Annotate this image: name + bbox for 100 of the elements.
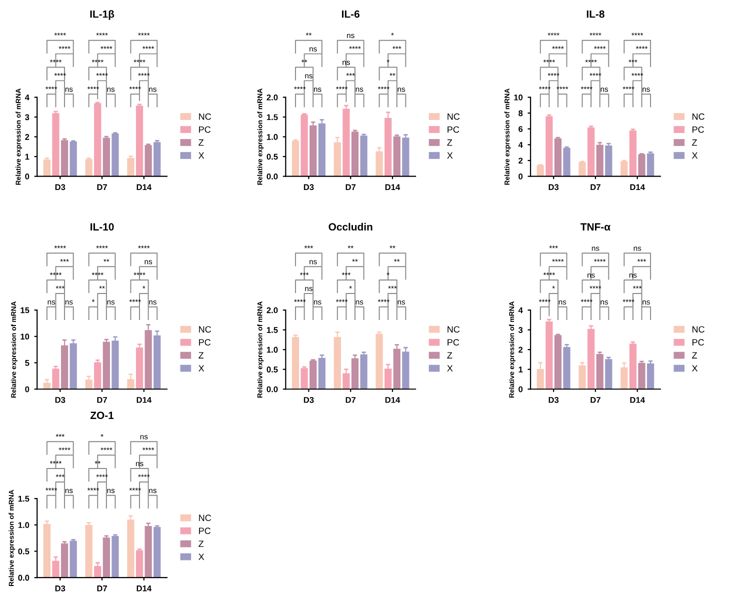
bar — [94, 362, 102, 390]
bar — [342, 108, 350, 176]
y-tick-label: 1.0 — [266, 346, 278, 353]
legend-label: Z — [447, 352, 452, 358]
legend-label: X — [198, 554, 204, 560]
bar — [546, 116, 553, 176]
legend-label: X — [198, 365, 204, 372]
y-tick-label: 1.5 — [266, 114, 278, 120]
bar — [70, 540, 77, 578]
legend-label: Z — [447, 139, 452, 146]
bar — [646, 363, 654, 390]
y-tick-label: 0 — [25, 386, 30, 392]
bar — [94, 103, 102, 176]
bar — [605, 359, 612, 390]
bar — [351, 132, 359, 176]
bar — [43, 160, 51, 176]
bar — [144, 526, 152, 578]
legend-label: Z — [198, 352, 204, 358]
bar — [136, 106, 144, 176]
bar — [587, 127, 595, 176]
x-tick-label: D14 — [136, 586, 152, 592]
y-tick-label: 0 — [518, 386, 523, 392]
bar — [43, 524, 51, 578]
chart-title: TNF-α — [580, 223, 610, 231]
x-tick-label: D14 — [136, 184, 152, 190]
y-tick-label: 1 — [25, 154, 30, 160]
x-tick-label: D3 — [304, 184, 314, 190]
bar — [393, 136, 400, 176]
legend-label: PC — [692, 126, 704, 133]
legend-label: X — [692, 152, 698, 159]
legend-label: X — [692, 365, 698, 372]
y-tick-label: 4 — [24, 94, 30, 100]
bar — [629, 130, 637, 176]
bar — [300, 368, 308, 390]
x-tick-label: D7 — [97, 586, 107, 592]
bar — [292, 140, 300, 176]
bar — [393, 348, 400, 390]
x-tick-label: D14 — [385, 184, 400, 190]
x-tick-label: D7 — [97, 184, 107, 190]
bar — [52, 368, 60, 390]
y-tick-label: 2 — [518, 346, 523, 353]
y-tick-label: 1.5 — [18, 496, 30, 502]
x-tick-label: D7 — [590, 184, 600, 190]
y-tick-label: 0 — [25, 174, 30, 180]
legend-label: PC — [199, 339, 211, 346]
bar — [620, 161, 628, 176]
legend-label: PC — [448, 339, 460, 346]
bar — [310, 125, 317, 176]
bar — [70, 142, 77, 176]
y-tick-label: 4 — [518, 142, 523, 148]
y-tick-label: 0 — [518, 174, 523, 180]
bar — [154, 142, 161, 176]
bar — [318, 123, 326, 176]
bar — [52, 560, 60, 578]
y-tick-label: 0.5 — [18, 548, 30, 554]
bar — [596, 354, 604, 390]
legend-label: Z — [198, 540, 204, 547]
bar — [638, 154, 646, 176]
x-tick-label: D14 — [136, 397, 152, 403]
chart-title: IL-10 — [90, 223, 114, 231]
bar — [102, 342, 110, 390]
legend-label: NC — [199, 113, 212, 120]
x-tick-label: D3 — [55, 585, 66, 592]
bar — [310, 360, 317, 390]
x-tick-label: D7 — [346, 397, 356, 403]
bar — [578, 162, 586, 176]
legend-label: NC — [199, 326, 212, 333]
chart-title: ZO-1 — [90, 412, 114, 420]
y-tick-label: 2 — [25, 134, 30, 140]
legend-label: NC — [199, 514, 212, 522]
y-tick-label: 6 — [518, 126, 523, 132]
bar — [342, 373, 350, 390]
bar — [127, 158, 134, 176]
x-tick-label: D3 — [304, 396, 314, 403]
legend-label: Z — [692, 352, 697, 358]
legend-label: PC — [199, 126, 211, 133]
y-tick-label: 10 — [514, 94, 523, 100]
legend-label: NC — [448, 326, 460, 333]
y-tick-label: 0.5 — [266, 366, 278, 372]
bar — [60, 543, 68, 578]
y-tick-label: 8 — [518, 110, 523, 116]
chart-title: IL-1β — [90, 10, 114, 20]
y-tick-label: 10 — [20, 334, 30, 340]
bar — [384, 368, 392, 390]
bar — [620, 367, 628, 390]
x-tick-label: D7 — [97, 397, 107, 403]
x-tick-label: D14 — [630, 397, 645, 403]
legend-label: X — [198, 152, 204, 159]
bar — [136, 550, 144, 578]
y-tick-label: 5 — [25, 360, 30, 366]
bar — [563, 347, 570, 390]
bar — [563, 148, 570, 176]
bar — [154, 527, 161, 578]
bar — [85, 159, 92, 176]
y-tick-label: 0.0 — [266, 386, 278, 392]
bar — [70, 343, 77, 390]
chart-title: IL-6 — [342, 10, 360, 18]
legend-label: Z — [198, 139, 204, 146]
bar — [646, 153, 654, 176]
legend-label: PC — [448, 126, 460, 133]
